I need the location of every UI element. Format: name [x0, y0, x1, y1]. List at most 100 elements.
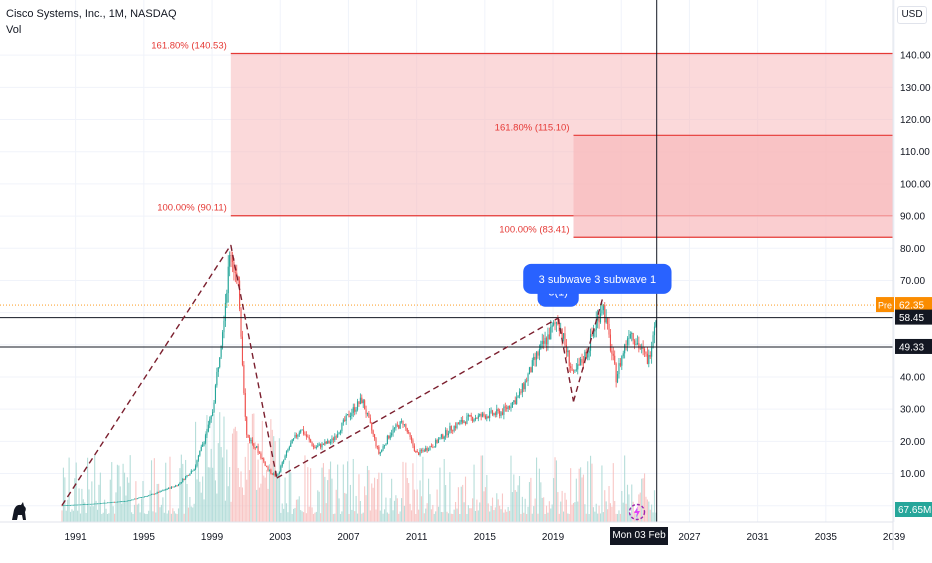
volume-bar [509, 510, 511, 522]
price-chart[interactable]: 161.80% (140.53) 100.00% (90.11) 161.80% (… [0, 0, 932, 550]
volume-bar [111, 462, 113, 522]
volume-bar [133, 504, 136, 522]
volume-bar [585, 513, 587, 522]
volume-bar [311, 507, 313, 522]
candle-body [287, 449, 289, 452]
candle-body [651, 347, 653, 357]
candle-body [484, 415, 486, 419]
volume-bar [160, 504, 163, 522]
volume-bar [125, 495, 127, 522]
candle-body [649, 355, 651, 357]
candle-body [398, 425, 400, 429]
tradingview-logo-icon[interactable] [8, 500, 30, 524]
candle-body [524, 380, 526, 390]
candle-body [104, 502, 106, 504]
volume-bar [322, 463, 324, 522]
volume-bar [197, 460, 199, 522]
volume-bar [234, 426, 236, 522]
candle-body [78, 504, 80, 506]
candle-body [491, 410, 494, 415]
volume-bar [354, 511, 356, 522]
candle-body [132, 499, 134, 501]
candle-body [652, 335, 654, 348]
candle-body [509, 406, 511, 409]
volume-bar [531, 513, 533, 522]
volume-bar [291, 513, 293, 522]
candle-body [371, 423, 373, 431]
volume-bar [341, 511, 343, 522]
volume-bar [221, 457, 224, 522]
candle-body [219, 357, 221, 368]
candle-body [646, 353, 648, 364]
candle-body [446, 430, 448, 436]
volume-bar [619, 513, 621, 522]
candle-body [473, 419, 475, 422]
currency-button[interactable]: USD [897, 6, 927, 24]
volume-bar [526, 513, 528, 522]
volume-bar [69, 511, 72, 522]
candle-body [531, 360, 533, 373]
candle-body [487, 416, 489, 418]
candle-body [186, 475, 188, 477]
candle-body [310, 439, 312, 443]
volume-legend[interactable]: Vol [6, 24, 22, 36]
candle-body [442, 434, 444, 439]
candle-body [430, 446, 432, 447]
candle-body [77, 504, 79, 506]
candle-body [339, 431, 342, 433]
volume-bar [165, 462, 167, 522]
candle-body [270, 469, 272, 474]
alert-lightning-icon[interactable] [628, 503, 646, 521]
candle-body [320, 444, 322, 448]
volume-bar [251, 413, 253, 522]
volume-bar [523, 512, 525, 522]
volume-bar [629, 513, 631, 522]
candle-body [493, 413, 495, 415]
y-tick-label: 120.00 [900, 115, 931, 126]
candle-body [474, 418, 477, 420]
volume-bar [287, 512, 289, 522]
candle-body [382, 446, 384, 450]
candle-body [564, 333, 566, 346]
candle-body [365, 409, 367, 415]
volume-bar [497, 499, 499, 522]
candle-body [378, 446, 380, 454]
volume-bar [609, 503, 612, 522]
volume-bar [121, 503, 123, 522]
volume-bar [163, 512, 165, 522]
candle-body [317, 445, 319, 448]
volume-bar [312, 513, 315, 522]
volume-bar [398, 513, 400, 522]
volume-bar [295, 499, 297, 522]
candle-body [344, 419, 346, 421]
candle-body [257, 446, 259, 453]
candle-body [342, 419, 344, 423]
pre-market-badge [876, 297, 894, 313]
candle-body [169, 487, 171, 489]
volume-bar [152, 511, 154, 522]
volume-bar [416, 489, 418, 522]
volume-bar [588, 514, 590, 522]
volume-bar [572, 503, 575, 522]
candle-body [337, 433, 339, 438]
volume-bar [592, 507, 594, 522]
candle-body [324, 441, 326, 445]
volume-bar [393, 500, 396, 522]
fib-level-label: 100.00% (90.11) [157, 203, 227, 214]
x-tick-label: 1995 [133, 532, 156, 543]
symbol-title[interactable]: Cisco Systems, Inc., 1M, NASDAQ [6, 8, 177, 20]
volume-bar [445, 485, 447, 522]
candle-body [233, 262, 235, 273]
volume-bar [283, 508, 285, 522]
candle-body [217, 367, 219, 372]
candle-body [143, 496, 145, 498]
volume-bar [89, 506, 91, 522]
volume-bar [413, 489, 415, 522]
volume-bar [554, 457, 556, 522]
volume-bar [308, 506, 310, 522]
volume-bar [391, 478, 393, 522]
volume-bar [210, 448, 212, 522]
candle-body [314, 446, 316, 448]
volume-bar [625, 503, 627, 522]
volume-bar [267, 488, 269, 522]
